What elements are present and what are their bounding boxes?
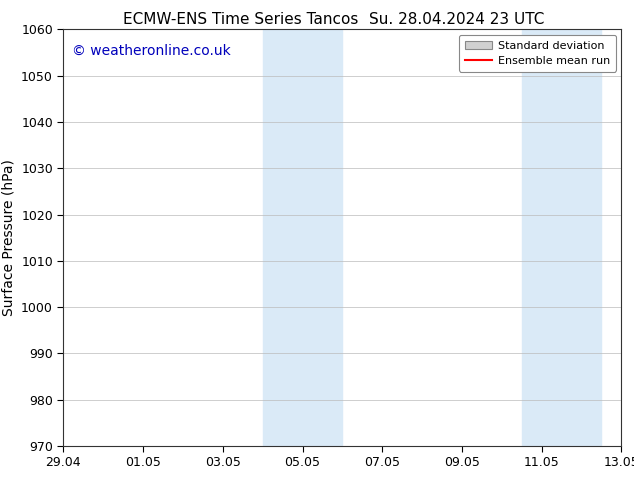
- Bar: [262, 29, 342, 446]
- Text: © weatheronline.co.uk: © weatheronline.co.uk: [72, 44, 231, 58]
- Text: Su. 28.04.2024 23 UTC: Su. 28.04.2024 23 UTC: [369, 12, 544, 27]
- Text: ECMW-ENS Time Series Tancos: ECMW-ENS Time Series Tancos: [123, 12, 359, 27]
- Legend: Standard deviation, Ensemble mean run: Standard deviation, Ensemble mean run: [459, 35, 616, 72]
- Y-axis label: Surface Pressure (hPa): Surface Pressure (hPa): [1, 159, 16, 316]
- Bar: [522, 29, 602, 446]
